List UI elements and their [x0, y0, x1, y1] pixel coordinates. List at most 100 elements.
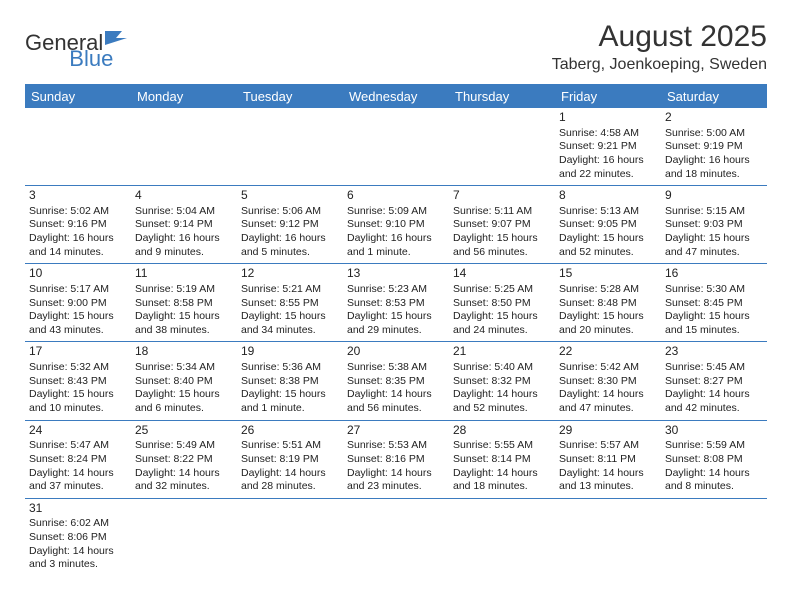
- day-header-row: Sunday Monday Tuesday Wednesday Thursday…: [25, 84, 767, 108]
- sunrise-line: Sunrise: 5:11 AM: [453, 205, 551, 219]
- daylight-line-1: Daylight: 16 hours: [241, 232, 339, 246]
- month-title: August 2025: [552, 20, 767, 54]
- calendar-cell: 4Sunrise: 5:04 AMSunset: 9:14 PMDaylight…: [131, 186, 237, 264]
- sunrise-line: Sunrise: 5:23 AM: [347, 283, 445, 297]
- sunset-line: Sunset: 8:19 PM: [241, 453, 339, 467]
- calendar-cell: [555, 498, 661, 576]
- sunset-line: Sunset: 8:38 PM: [241, 375, 339, 389]
- daylight-line-1: Daylight: 15 hours: [29, 388, 127, 402]
- calendar-cell: 11Sunrise: 5:19 AMSunset: 8:58 PMDayligh…: [131, 264, 237, 342]
- sunrise-line: Sunrise: 5:49 AM: [135, 439, 233, 453]
- daylight-line-2: and 29 minutes.: [347, 324, 445, 338]
- calendar-cell: 30Sunrise: 5:59 AMSunset: 8:08 PMDayligh…: [661, 420, 767, 498]
- sunrise-line: Sunrise: 6:02 AM: [29, 517, 127, 531]
- daylight-line-1: Daylight: 14 hours: [559, 388, 657, 402]
- sunset-line: Sunset: 9:10 PM: [347, 218, 445, 232]
- day-header: Tuesday: [237, 84, 343, 108]
- daylight-line-1: Daylight: 15 hours: [347, 310, 445, 324]
- daylight-line-2: and 10 minutes.: [29, 402, 127, 416]
- daylight-line-1: Daylight: 15 hours: [29, 310, 127, 324]
- sunset-line: Sunset: 8:32 PM: [453, 375, 551, 389]
- daylight-line-1: Daylight: 14 hours: [665, 467, 763, 481]
- calendar-cell: 22Sunrise: 5:42 AMSunset: 8:30 PMDayligh…: [555, 342, 661, 420]
- day-number: 11: [135, 266, 233, 282]
- daylight-line-2: and 20 minutes.: [559, 324, 657, 338]
- calendar-row: 24Sunrise: 5:47 AMSunset: 8:24 PMDayligh…: [25, 420, 767, 498]
- daylight-line-2: and 14 minutes.: [29, 246, 127, 260]
- title-block: August 2025 Taberg, Joenkoeping, Sweden: [552, 20, 767, 74]
- daylight-line-1: Daylight: 14 hours: [347, 388, 445, 402]
- sunrise-line: Sunrise: 5:47 AM: [29, 439, 127, 453]
- sunset-line: Sunset: 8:58 PM: [135, 297, 233, 311]
- sunset-line: Sunset: 8:48 PM: [559, 297, 657, 311]
- calendar-cell: [131, 498, 237, 576]
- daylight-line-1: Daylight: 14 hours: [135, 467, 233, 481]
- calendar-cell: 19Sunrise: 5:36 AMSunset: 8:38 PMDayligh…: [237, 342, 343, 420]
- daylight-line-1: Daylight: 15 hours: [453, 232, 551, 246]
- calendar-cell: 13Sunrise: 5:23 AMSunset: 8:53 PMDayligh…: [343, 264, 449, 342]
- sunrise-line: Sunrise: 5:53 AM: [347, 439, 445, 453]
- calendar-table: Sunday Monday Tuesday Wednesday Thursday…: [25, 84, 767, 576]
- calendar-cell: 3Sunrise: 5:02 AMSunset: 9:16 PMDaylight…: [25, 186, 131, 264]
- day-number: 16: [665, 266, 763, 282]
- calendar-row: 3Sunrise: 5:02 AMSunset: 9:16 PMDaylight…: [25, 186, 767, 264]
- sunset-line: Sunset: 8:08 PM: [665, 453, 763, 467]
- daylight-line-2: and 18 minutes.: [453, 480, 551, 494]
- day-header: Saturday: [661, 84, 767, 108]
- daylight-line-2: and 34 minutes.: [241, 324, 339, 338]
- daylight-line-1: Daylight: 14 hours: [453, 388, 551, 402]
- day-number: 30: [665, 423, 763, 439]
- calendar-cell: 7Sunrise: 5:11 AMSunset: 9:07 PMDaylight…: [449, 186, 555, 264]
- sunrise-line: Sunrise: 5:09 AM: [347, 205, 445, 219]
- sunrise-line: Sunrise: 5:17 AM: [29, 283, 127, 297]
- daylight-line-2: and 42 minutes.: [665, 402, 763, 416]
- sunset-line: Sunset: 9:07 PM: [453, 218, 551, 232]
- sunrise-line: Sunrise: 5:57 AM: [559, 439, 657, 453]
- calendar-row: 17Sunrise: 5:32 AMSunset: 8:43 PMDayligh…: [25, 342, 767, 420]
- sunrise-line: Sunrise: 5:13 AM: [559, 205, 657, 219]
- calendar-cell: 2Sunrise: 5:00 AMSunset: 9:19 PMDaylight…: [661, 108, 767, 186]
- calendar-cell: 17Sunrise: 5:32 AMSunset: 8:43 PMDayligh…: [25, 342, 131, 420]
- calendar-cell: [449, 498, 555, 576]
- calendar-cell: 15Sunrise: 5:28 AMSunset: 8:48 PMDayligh…: [555, 264, 661, 342]
- calendar-cell: 24Sunrise: 5:47 AMSunset: 8:24 PMDayligh…: [25, 420, 131, 498]
- calendar-cell: [343, 498, 449, 576]
- day-number: 28: [453, 423, 551, 439]
- daylight-line-2: and 23 minutes.: [347, 480, 445, 494]
- calendar-cell: 20Sunrise: 5:38 AMSunset: 8:35 PMDayligh…: [343, 342, 449, 420]
- calendar-cell: [131, 108, 237, 186]
- day-number: 31: [29, 501, 127, 517]
- daylight-line-2: and 24 minutes.: [453, 324, 551, 338]
- day-number: 26: [241, 423, 339, 439]
- daylight-line-1: Daylight: 15 hours: [665, 232, 763, 246]
- calendar-cell: [237, 498, 343, 576]
- daylight-line-2: and 6 minutes.: [135, 402, 233, 416]
- day-number: 15: [559, 266, 657, 282]
- daylight-line-1: Daylight: 15 hours: [241, 388, 339, 402]
- daylight-line-2: and 3 minutes.: [29, 558, 127, 572]
- day-number: 25: [135, 423, 233, 439]
- daylight-line-2: and 47 minutes.: [665, 246, 763, 260]
- sunrise-line: Sunrise: 5:36 AM: [241, 361, 339, 375]
- daylight-line-2: and 18 minutes.: [665, 168, 763, 182]
- sunset-line: Sunset: 8:24 PM: [29, 453, 127, 467]
- daylight-line-1: Daylight: 14 hours: [559, 467, 657, 481]
- sunset-line: Sunset: 8:53 PM: [347, 297, 445, 311]
- logo-text-blue: Blue: [69, 46, 113, 72]
- sunrise-line: Sunrise: 5:30 AM: [665, 283, 763, 297]
- daylight-line-2: and 1 minute.: [347, 246, 445, 260]
- day-number: 2: [665, 110, 763, 126]
- daylight-line-2: and 22 minutes.: [559, 168, 657, 182]
- daylight-line-1: Daylight: 15 hours: [135, 388, 233, 402]
- sunrise-line: Sunrise: 5:45 AM: [665, 361, 763, 375]
- calendar-row: 10Sunrise: 5:17 AMSunset: 9:00 PMDayligh…: [25, 264, 767, 342]
- day-number: 14: [453, 266, 551, 282]
- day-number: 19: [241, 344, 339, 360]
- calendar-row: 1Sunrise: 4:58 AMSunset: 9:21 PMDaylight…: [25, 108, 767, 186]
- sunrise-line: Sunrise: 5:00 AM: [665, 127, 763, 141]
- daylight-line-1: Daylight: 16 hours: [135, 232, 233, 246]
- sunrise-line: Sunrise: 5:42 AM: [559, 361, 657, 375]
- sunrise-line: Sunrise: 4:58 AM: [559, 127, 657, 141]
- sunset-line: Sunset: 8:35 PM: [347, 375, 445, 389]
- calendar-cell: 1Sunrise: 4:58 AMSunset: 9:21 PMDaylight…: [555, 108, 661, 186]
